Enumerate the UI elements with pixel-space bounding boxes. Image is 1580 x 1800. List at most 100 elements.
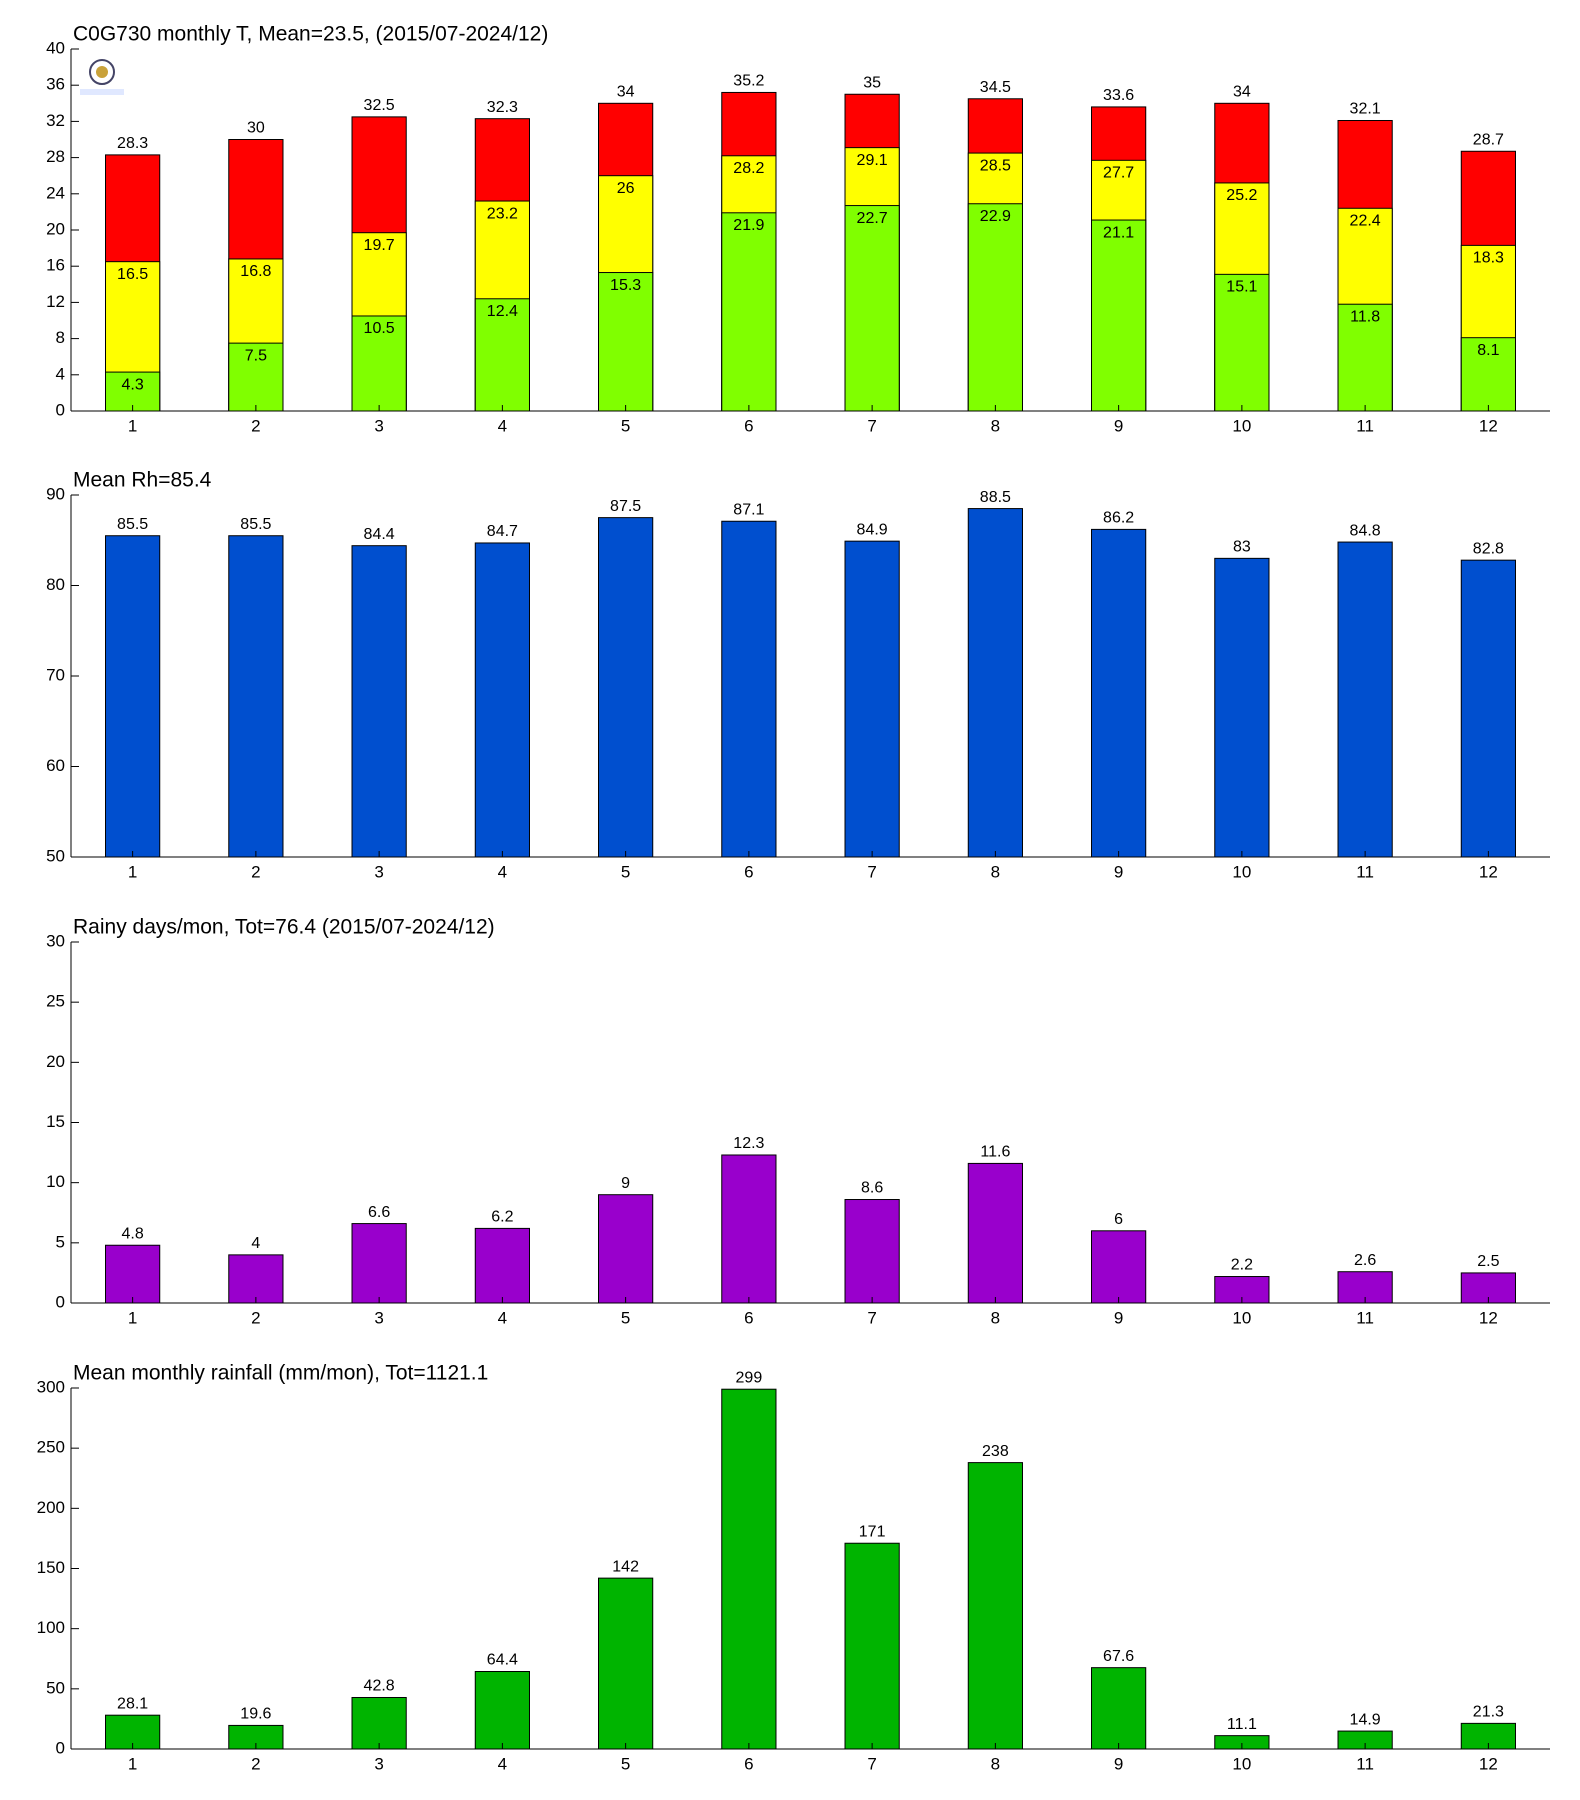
x-tick-label: 4	[498, 1754, 507, 1773]
y-tick-label: 150	[37, 1558, 65, 1577]
y-tick-label: 0	[56, 1738, 65, 1757]
bar	[967, 203, 1023, 412]
value-label: 15.1	[1226, 279, 1257, 296]
y-tick-label: 60	[46, 756, 65, 775]
bar	[105, 1244, 161, 1304]
value-label: 19.6	[240, 1706, 271, 1723]
bar	[1214, 273, 1270, 412]
bar	[598, 1194, 654, 1304]
value-label: 30	[247, 120, 265, 137]
bar	[1214, 557, 1270, 858]
y-tick-label: 4	[56, 364, 65, 383]
bar	[598, 517, 654, 858]
x-tick-label: 7	[867, 1754, 876, 1773]
value-label: 82.8	[1473, 540, 1504, 557]
x-tick-label: 10	[1232, 862, 1251, 881]
value-label: 16.8	[240, 263, 271, 280]
y-tick-label: 90	[46, 484, 65, 503]
value-label: 21.9	[733, 217, 764, 234]
value-label: 84.8	[1350, 522, 1381, 539]
value-label: 28.3	[117, 135, 148, 152]
value-label: 28.5	[980, 157, 1011, 174]
y-tick-label: 300	[37, 1377, 65, 1396]
value-label: 23.2	[487, 205, 518, 222]
value-label: 19.7	[364, 237, 395, 254]
x-tick-label: 11	[1356, 1308, 1374, 1327]
y-tick-label: 12	[46, 292, 65, 311]
bar	[844, 1199, 900, 1304]
chart-title: C0G730 monthly T, Mean=23.5, (2015/07-20…	[73, 23, 548, 46]
logo-banner	[80, 89, 124, 95]
x-tick-label: 9	[1114, 1308, 1123, 1327]
x-tick-label: 3	[374, 1308, 383, 1327]
y-tick-label: 70	[46, 665, 65, 684]
value-label: 34	[617, 84, 635, 101]
bar	[351, 1696, 407, 1750]
value-label: 22.9	[980, 208, 1011, 225]
value-label: 67.6	[1103, 1648, 1134, 1665]
value-label: 22.4	[1350, 212, 1381, 229]
x-tick-label: 4	[498, 862, 507, 881]
value-label: 32.1	[1350, 101, 1381, 118]
value-label: 6	[1114, 1211, 1123, 1228]
x-tick-label: 2	[251, 1754, 260, 1773]
y-tick-label: 10	[46, 1172, 65, 1191]
bar	[1337, 541, 1393, 858]
x-tick-label: 11	[1356, 1754, 1374, 1773]
value-label: 11.8	[1350, 308, 1380, 325]
bar	[598, 272, 654, 412]
value-label: 28.2	[733, 160, 764, 177]
x-tick-label: 1	[128, 416, 137, 435]
value-label: 2.5	[1477, 1253, 1499, 1270]
bar	[474, 1227, 530, 1304]
x-tick-label: 8	[991, 862, 1000, 881]
value-label: 4.8	[122, 1225, 144, 1242]
x-tick-label: 2	[251, 862, 260, 881]
value-label: 64.4	[487, 1652, 518, 1669]
bar	[721, 520, 777, 858]
y-tick-label: 8	[56, 328, 65, 347]
value-label: 21.3	[1473, 1704, 1504, 1721]
x-tick-label: 4	[498, 416, 507, 435]
x-tick-label: 7	[867, 862, 876, 881]
x-tick-label: 9	[1114, 1754, 1123, 1773]
y-tick-label: 36	[46, 75, 65, 94]
bar	[721, 1388, 777, 1750]
value-label: 28.1	[117, 1695, 148, 1712]
y-tick-label: 100	[37, 1618, 65, 1637]
x-tick-label: 12	[1479, 1308, 1498, 1327]
bar	[844, 1542, 900, 1750]
value-label: 87.5	[610, 498, 641, 515]
x-tick-label: 11	[1356, 862, 1374, 881]
value-label: 12.4	[487, 303, 518, 320]
bar	[967, 508, 1023, 858]
x-tick-label: 4	[498, 1308, 507, 1327]
x-tick-label: 5	[621, 1754, 630, 1773]
x-tick-label: 8	[991, 416, 1000, 435]
value-label: 85.5	[117, 516, 148, 533]
y-tick-label: 0	[56, 400, 65, 419]
x-tick-label: 6	[744, 862, 753, 881]
x-tick-label: 7	[867, 416, 876, 435]
x-tick-label: 12	[1479, 1754, 1498, 1773]
value-label: 83	[1233, 539, 1251, 556]
value-label: 11.6	[980, 1144, 1010, 1161]
value-label: 34	[1233, 84, 1251, 101]
bar	[1460, 337, 1516, 412]
y-tick-label: 250	[37, 1438, 65, 1457]
x-tick-label: 12	[1479, 416, 1498, 435]
value-label: 2.2	[1231, 1257, 1253, 1274]
value-label: 18.3	[1473, 250, 1504, 267]
x-tick-label: 12	[1479, 862, 1498, 881]
bar	[105, 535, 161, 858]
value-label: 6.6	[368, 1204, 390, 1221]
y-tick-label: 16	[46, 256, 65, 275]
y-tick-label: 30	[46, 931, 65, 950]
value-label: 29.1	[857, 152, 888, 169]
value-label: 88.5	[980, 489, 1011, 506]
x-tick-label: 8	[991, 1754, 1000, 1773]
y-tick-label: 50	[46, 846, 65, 865]
value-label: 171	[859, 1523, 886, 1540]
x-tick-label: 7	[867, 1308, 876, 1327]
